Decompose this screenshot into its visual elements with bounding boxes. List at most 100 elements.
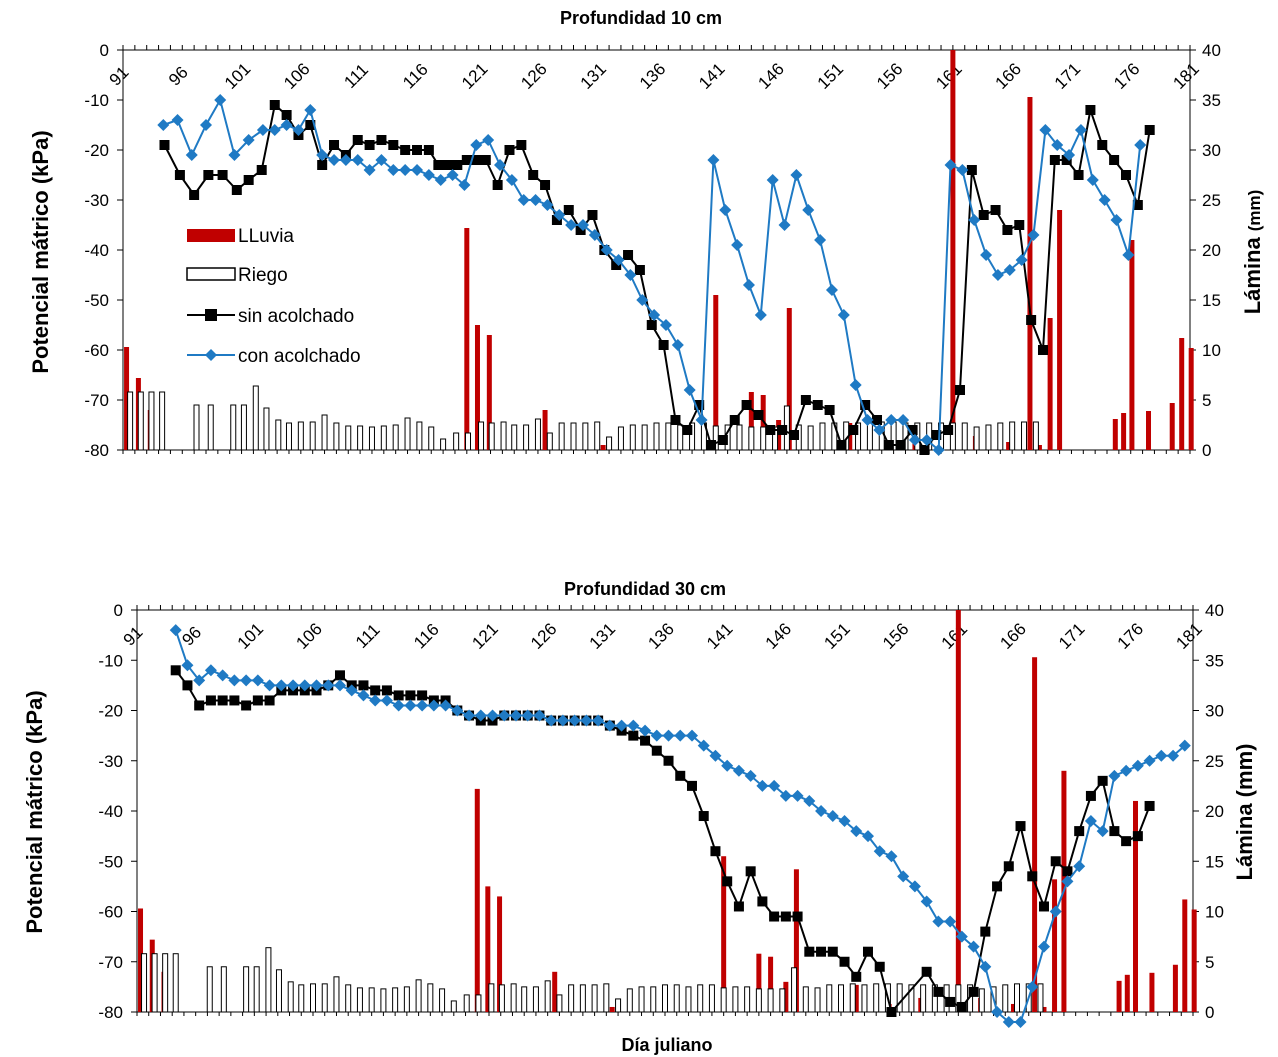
con-acolchado-point <box>825 284 838 296</box>
riego-bar <box>416 421 423 451</box>
sin-acolchado-point <box>329 140 340 150</box>
y2-tick-label: 15 <box>1205 852 1224 871</box>
riego-bar <box>544 980 551 1013</box>
con-acolchado-point <box>204 664 217 677</box>
sin-acolchado-point <box>182 680 193 691</box>
con-acolchado-point <box>556 714 569 727</box>
con-acolchado-point <box>351 154 364 166</box>
con-acolchado-point <box>1003 264 1016 276</box>
lluvia-bar <box>853 984 859 1012</box>
y2-axis-label: Lámina (mm) <box>1240 190 1265 315</box>
con-acolchado-point <box>592 714 605 727</box>
sin-acolchado-point <box>305 120 316 130</box>
sin-acolchado-point <box>433 160 444 170</box>
con-acolchado-point <box>1086 174 1099 186</box>
con-acolchado-point <box>838 815 851 828</box>
x-tick-label: 161 <box>938 619 971 652</box>
lluvia-bar <box>609 1006 615 1012</box>
riego-bar <box>814 987 821 1013</box>
legend-lluvia-swatch <box>187 229 235 242</box>
riego-bar <box>392 424 399 451</box>
riego-bar <box>263 407 270 451</box>
sin-acolchado-point <box>956 1001 967 1012</box>
riego-bar <box>521 986 528 1013</box>
con-acolchado-point <box>1131 759 1144 772</box>
y-tick-label: -10 <box>84 91 109 110</box>
sin-acolchado-point <box>698 811 709 822</box>
sin-acolchado-point <box>634 265 645 275</box>
lluvia-bar <box>1052 879 1058 1012</box>
sin-acolchado-point <box>675 770 686 781</box>
riego-bar <box>744 986 751 1013</box>
x-tick-label: 156 <box>873 59 906 92</box>
y2-tick-label: 10 <box>1202 341 1221 360</box>
sin-acolchado-point <box>824 405 835 415</box>
lluvia-bar <box>1006 442 1012 450</box>
con-acolchado-point <box>446 169 459 181</box>
sin-acolchado-point <box>1073 170 1084 180</box>
sin-acolchado-point <box>217 695 228 706</box>
y-tick-label: 0 <box>100 41 109 60</box>
con-acolchado-point <box>345 684 358 697</box>
x-tick-label: 136 <box>644 619 677 652</box>
riego-bar <box>321 414 328 451</box>
con-acolchado-point <box>181 659 194 672</box>
con-acolchado-point <box>375 154 388 166</box>
con-acolchado-point <box>979 960 992 973</box>
riego-bar <box>141 953 148 1013</box>
con-acolchado-point <box>1026 980 1039 993</box>
con-acolchado-point <box>850 825 863 838</box>
sin-acolchado-point <box>194 700 205 711</box>
legend-con-acolchado-marker <box>205 349 217 361</box>
x-tick-label: 121 <box>458 59 491 92</box>
lluvia-bar <box>600 445 606 450</box>
con-acolchado-point <box>486 709 499 722</box>
y-tick-label: -10 <box>98 651 123 670</box>
y2-axis-label-main: Lámina <box>1240 237 1265 315</box>
con-acolchado-point <box>333 679 346 692</box>
con-acolchado-point <box>1178 739 1191 752</box>
con-acolchado-point <box>387 164 400 176</box>
lluvia-bar <box>756 953 762 1012</box>
lluvia-bar <box>713 295 719 450</box>
sin-acolchado-point <box>836 440 847 450</box>
riego-bar <box>1037 983 1044 1013</box>
riego-bar <box>685 986 692 1013</box>
riego-bar <box>298 984 305 1013</box>
lluvia-bar <box>1047 318 1053 450</box>
sin-acolchado-point <box>733 901 744 912</box>
x-tick-label: 106 <box>280 59 313 92</box>
sin-acolchado-point <box>848 425 859 435</box>
riego-bar <box>453 432 460 451</box>
legend-sin-acolchado-marker <box>205 309 217 321</box>
con-acolchado-point <box>732 764 745 777</box>
x-tick-label: 176 <box>1110 59 1143 92</box>
riego-bar <box>1002 984 1009 1013</box>
riego-bar <box>653 422 660 451</box>
x-tick-label: 141 <box>695 59 728 92</box>
riego-bar <box>556 994 563 1013</box>
con-acolchado-point <box>697 739 710 752</box>
con-acolchado-point <box>721 759 734 772</box>
con-acolchado-point <box>545 714 558 727</box>
sin-acolchado-point <box>757 896 768 907</box>
con-acolchado-point <box>908 880 921 893</box>
riego-bar <box>802 986 809 1013</box>
con-acolchado-point <box>157 119 170 131</box>
sin-acolchado-point <box>243 175 254 185</box>
con-acolchado-point <box>754 309 767 321</box>
y2-tick-label: 0 <box>1202 441 1211 460</box>
x-tick-label: 146 <box>754 59 787 92</box>
riego-bar <box>463 994 470 1013</box>
riego-bar <box>488 422 495 451</box>
con-acolchado-point <box>956 164 969 176</box>
con-acolchado-point <box>199 119 212 131</box>
riego-bar <box>755 988 762 1013</box>
sin-acolchado-point <box>933 986 944 997</box>
plot-area: 0-10-20-30-40-50-60-70-80403530252015105… <box>84 41 1221 460</box>
sin-acolchado-point <box>789 430 800 440</box>
x-tick-label: 116 <box>399 60 432 93</box>
y-tick-label: -20 <box>98 702 123 721</box>
lluvia-bar <box>721 856 727 1012</box>
